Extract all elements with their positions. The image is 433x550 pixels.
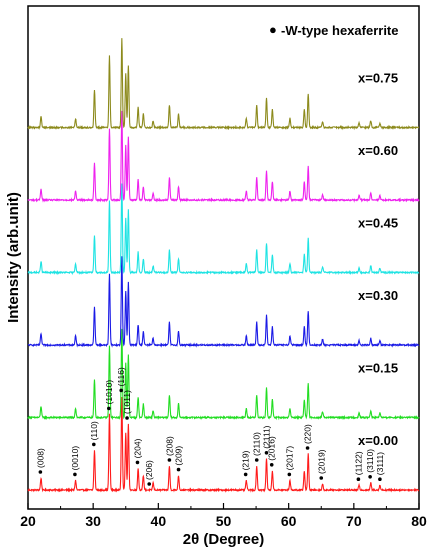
x-tick-label: 60 [281,513,297,529]
peak-marker [368,475,372,479]
peak-marker [107,406,111,411]
peak-label: (204) [132,438,142,458]
x-axis-label: 2θ (Degree) [183,531,264,548]
peak-label: (110) [89,421,99,440]
peak-marker [119,388,123,393]
peak-marker [38,470,43,474]
x-tick-label: 70 [346,513,362,529]
peak-marker [135,460,140,465]
peak-marker [92,442,96,447]
peak-marker [125,416,129,420]
series-line [27,256,420,348]
peak-label: (219) [241,450,251,470]
peak-label: (2016) [267,436,277,461]
peak-label: (209) [174,446,184,466]
annotation-layer: (008) (0010)(110)(1010)(116)(1011)(204)(2… [35,367,385,486]
peak-marker [305,446,310,450]
peak-marker [73,472,77,477]
x-tick-label: 40 [151,513,167,529]
peak-marker [287,472,292,477]
series-line [27,328,420,421]
peak-label: (2111) [262,425,272,448]
peak-label: (008) [35,448,45,468]
peak-label: (1122) [353,451,363,475]
x-tick-label: 50 [216,513,232,529]
peak-marker [319,476,324,480]
series-label: x=0.60 [358,143,398,158]
series-label: x=0.75 [358,71,398,86]
series-label: x=0.30 [358,288,398,303]
series-label: x=0.15 [358,361,398,376]
peak-marker [147,482,152,486]
peak-marker [264,451,269,455]
series-label: x=0.45 [358,216,398,231]
peak-label: (3111) [375,452,385,475]
peak-label: (208) [164,436,174,456]
legend-marker: ● [269,22,277,37]
peak-label: (1011) [122,390,132,414]
peak-label: (1010) [104,380,114,405]
series-line [27,38,420,131]
peak-marker [167,458,172,462]
peak-marker [269,463,274,467]
peak-marker [356,477,361,482]
peak-marker [378,477,382,482]
peak-label: (2017) [284,446,294,471]
series-layer: x=0.00 x=0.15 x=0.30 x=0.45 x=0.60 x=0.75 [27,38,420,493]
series-line [27,110,420,203]
peak-label: (116) [116,367,126,386]
x-tick-label: 80 [411,513,427,529]
legend: ● -W-type hexaferrite [269,22,399,38]
peak-marker [176,467,181,472]
peak-label: (220) [303,424,313,444]
x-tick-label: 20 [20,513,36,529]
peak-label: (3110) [365,449,375,473]
series-line [27,396,420,493]
peak-label: (2110) [252,432,262,456]
x-axis-ticks: 20 30 40 50 60 70 80 [20,503,427,529]
series-line [27,183,420,276]
x-tick-label: 30 [85,513,101,529]
peak-label: (2019) [316,449,326,474]
peak-marker [254,458,259,462]
peak-label: (0010) [70,446,80,471]
legend-text: -W-type hexaferrite [281,23,399,38]
y-axis-label: Intensity (arb.unit) [5,192,22,323]
series-label: x=0.00 [358,433,398,448]
peak-label: (206) [144,460,154,480]
peak-marker [243,472,248,477]
